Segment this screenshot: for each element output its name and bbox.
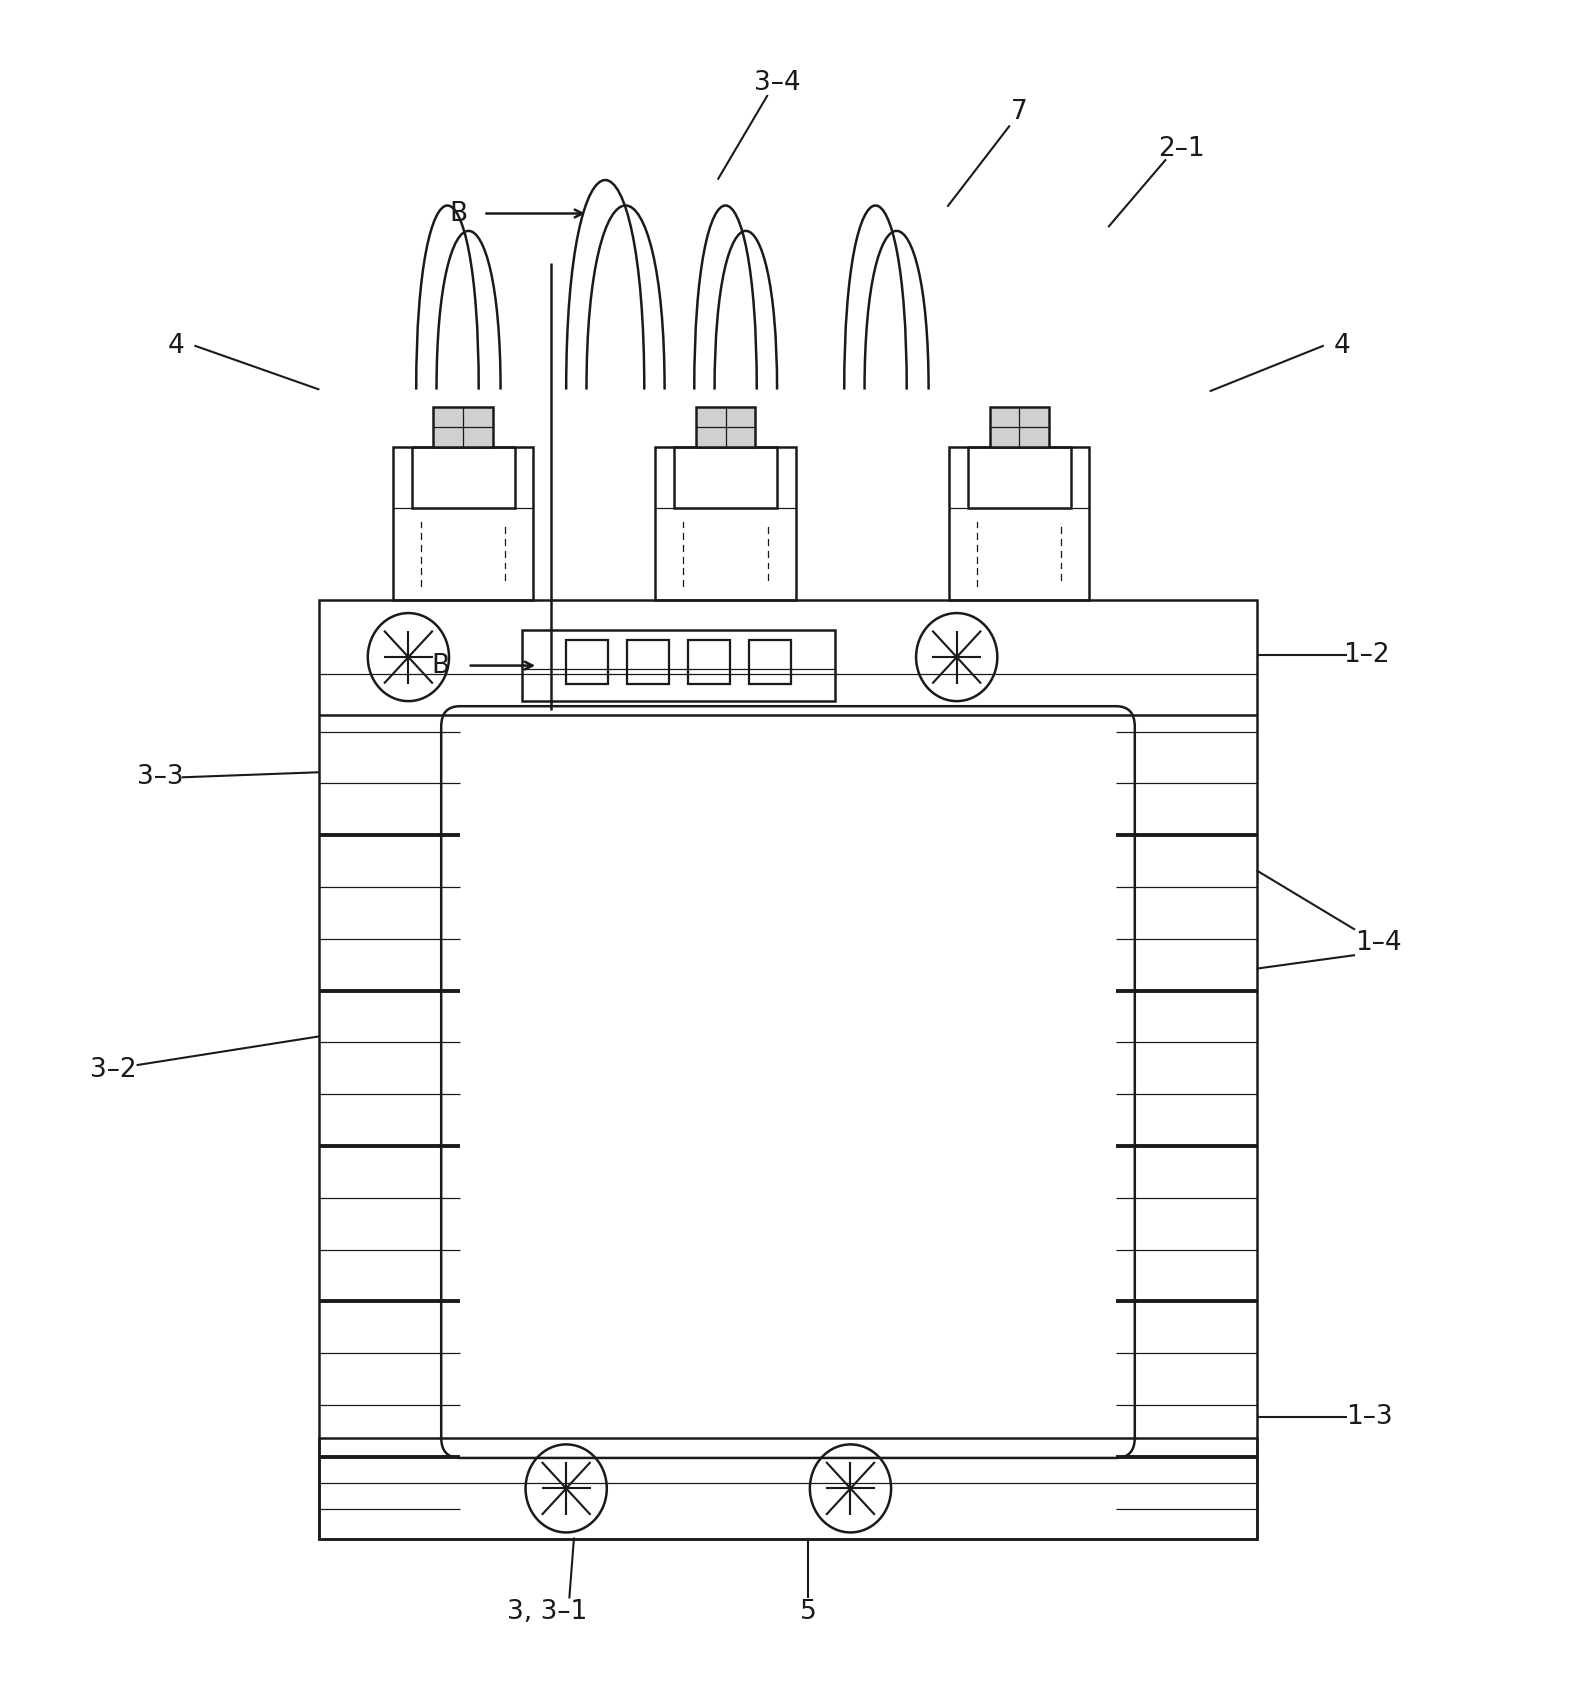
Bar <box>392 447 533 599</box>
Bar <box>627 640 670 685</box>
Text: 3–4: 3–4 <box>753 70 801 96</box>
Text: 1–3: 1–3 <box>1346 1405 1393 1430</box>
Text: 1–2: 1–2 <box>1343 642 1390 669</box>
Bar <box>656 447 796 599</box>
Bar <box>697 406 755 447</box>
Bar <box>320 1437 1256 1540</box>
Text: 5: 5 <box>801 1599 816 1625</box>
Text: 4: 4 <box>167 333 184 358</box>
Bar <box>968 447 1070 509</box>
Text: 3, 3–1: 3, 3–1 <box>507 1599 588 1625</box>
Text: B: B <box>449 200 468 227</box>
Bar <box>411 447 515 509</box>
Bar <box>949 447 1089 599</box>
Bar <box>320 599 1256 1540</box>
Bar <box>749 640 791 685</box>
Text: 4: 4 <box>1335 333 1351 358</box>
Text: 1–4: 1–4 <box>1355 930 1401 956</box>
Bar <box>990 406 1050 447</box>
Text: 7: 7 <box>1010 99 1028 125</box>
Bar <box>522 630 835 702</box>
Bar <box>689 640 730 685</box>
Bar <box>566 640 608 685</box>
Text: B: B <box>430 652 449 679</box>
Text: 3–3: 3–3 <box>137 765 183 790</box>
Bar <box>433 406 493 447</box>
Text: 3–2: 3–2 <box>90 1057 137 1084</box>
Bar <box>675 447 777 509</box>
Text: 2–1: 2–1 <box>1158 137 1206 162</box>
